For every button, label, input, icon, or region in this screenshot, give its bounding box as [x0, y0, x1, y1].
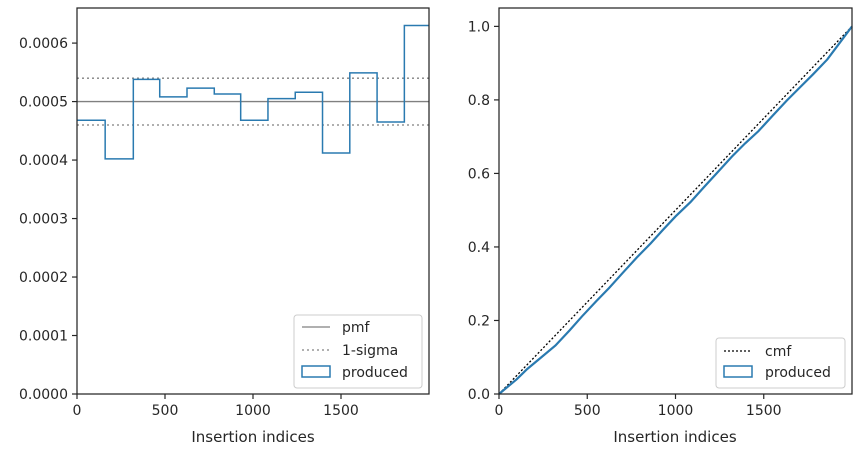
right-x-tick-label: 0 — [495, 403, 504, 419]
right-x-tick-label: 1500 — [746, 403, 782, 419]
produced-histogram — [77, 24, 429, 160]
left-y-tick-label: 0.0003 — [19, 212, 68, 228]
left-x-tick-label: 1500 — [323, 403, 359, 419]
left-x-axis-label: Insertion indices — [191, 428, 314, 446]
right-y-tick-label: 0.6 — [468, 166, 490, 182]
left-x-tick-label: 1000 — [235, 403, 271, 419]
legend-sigma-label: 1-sigma — [342, 343, 398, 359]
right-y-tick-label: 1.0 — [468, 19, 490, 35]
right-legend: cmf produced — [715, 337, 846, 389]
left-legend: pmf 1-sigma produced — [293, 314, 423, 389]
legend-pmf-label: pmf — [342, 320, 371, 336]
right-y-tick-label: 0.4 — [468, 240, 490, 256]
produced-cdf-line — [498, 25, 853, 395]
right-plot-frame — [498, 7, 853, 395]
legend-produced-swatch-right — [723, 365, 753, 378]
left-plot-frame — [76, 7, 430, 395]
left-y-tick-label: 0.0006 — [19, 36, 68, 52]
left-y-tick-label: 0.0004 — [19, 153, 68, 169]
legend-cmf-label: cmf — [765, 344, 792, 360]
right-y-tick-label: 0.8 — [468, 93, 490, 109]
left-x-tick-label: 500 — [152, 403, 179, 419]
right-y-tick-label: 0.0 — [468, 387, 490, 403]
legend-produced-label: produced — [342, 365, 408, 381]
left-ticks: 0 500 1000 1500 0.0000 0.0001 0.0002 0.0003 0.00… — [19, 36, 359, 419]
legend-produced-label-right: produced — [765, 365, 831, 381]
left-chart: 0 500 1000 1500 0.0000 0.0001 0.0002 0.0003 0.00… — [19, 7, 430, 446]
right-y-tick-label: 0.2 — [468, 313, 490, 329]
left-legend-box — [293, 314, 423, 389]
left-y-tick-label: 0.0005 — [19, 95, 68, 111]
left-y-tick-label: 0.0001 — [19, 329, 68, 345]
left-y-tick-label: 0.0002 — [19, 270, 68, 286]
cmf-line — [498, 25, 853, 395]
right-x-tick-label: 1000 — [658, 403, 694, 419]
right-x-tick-label: 500 — [574, 403, 601, 419]
right-ticks: 0 500 1000 1500 0.0 0.2 0.4 0.6 0.8 1.0 — [468, 19, 782, 419]
left-y-tick-label: 0.0000 — [19, 387, 68, 403]
left-x-tick-label: 0 — [73, 403, 82, 419]
right-plot-area — [499, 8, 852, 394]
right-x-axis-label: Insertion indices — [613, 428, 736, 446]
legend-produced-swatch — [301, 365, 331, 378]
right-chart: 0 500 1000 1500 0.0 0.2 0.4 0.6 0.8 1.0 Insertion… — [468, 7, 853, 446]
